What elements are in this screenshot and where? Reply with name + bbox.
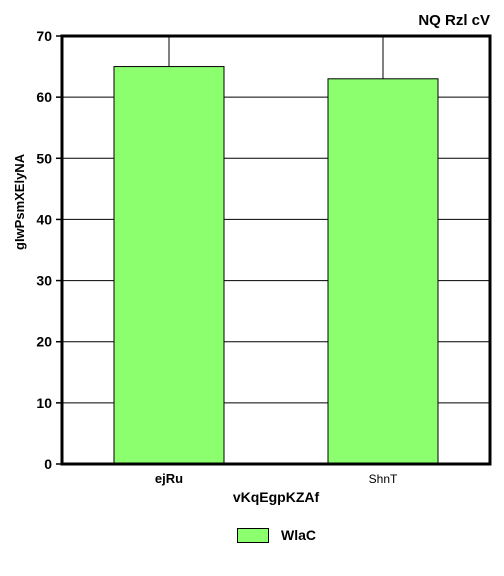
plot-frame [60, 34, 492, 466]
legend: WlaC [237, 527, 316, 543]
y-tick-label: 30 [36, 273, 52, 289]
y-tick-label: 0 [44, 456, 52, 472]
x-tick-label: ShnT [369, 472, 398, 486]
bar [113, 66, 225, 465]
y-tick-label: 70 [36, 28, 52, 44]
y-axis-label: gIwPsmXElyNA [12, 153, 27, 250]
chart-title: NQ Rzl cV [418, 12, 490, 29]
y-tick-label: 40 [36, 211, 52, 227]
bar [327, 78, 439, 465]
y-tick-label: 50 [36, 150, 52, 166]
x-tick-label: ejRu [155, 471, 183, 486]
legend-swatch [237, 527, 269, 543]
y-tick-label: 10 [36, 395, 52, 411]
x-axis-label: vKqEgpKZAf [232, 489, 320, 505]
legend-label: WlaC [281, 527, 316, 543]
y-tick-label: 20 [36, 334, 52, 350]
y-tick-label: 60 [36, 89, 52, 105]
